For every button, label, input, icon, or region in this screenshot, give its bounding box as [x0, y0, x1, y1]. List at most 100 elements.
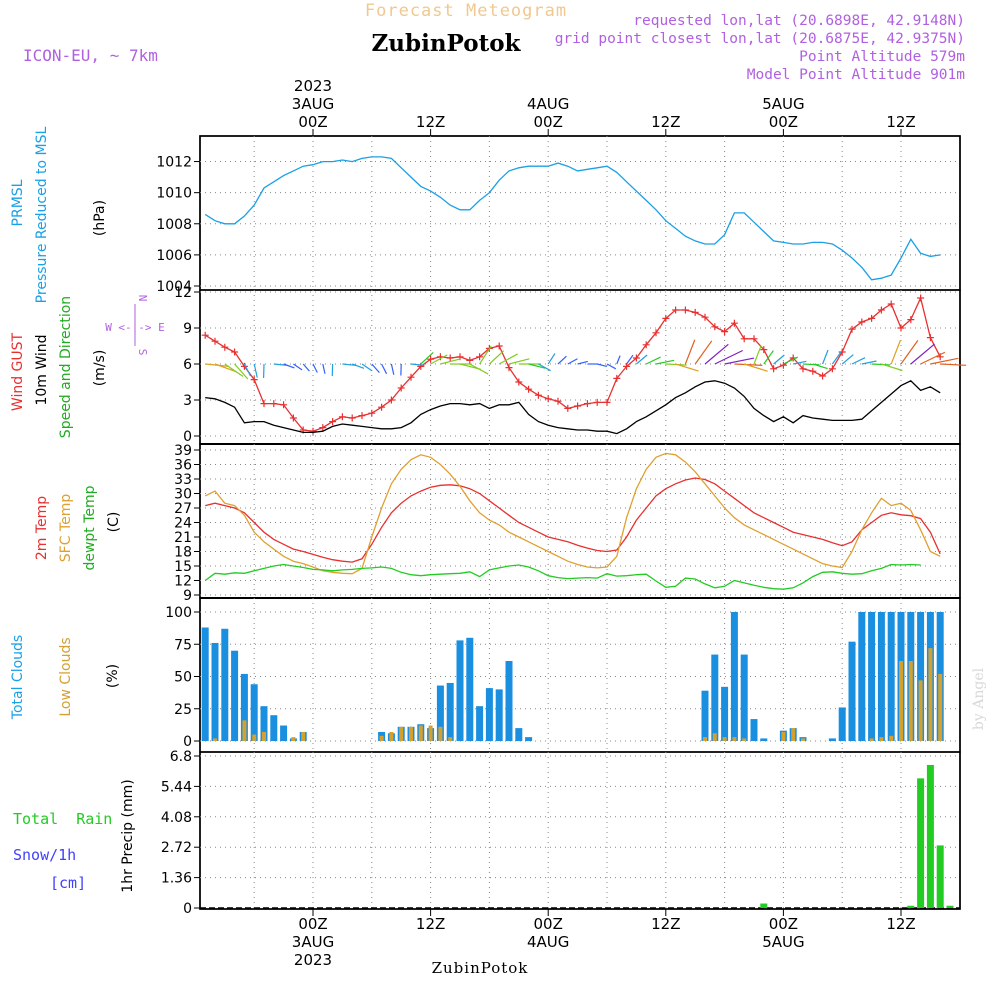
wind-arrow	[626, 354, 634, 365]
wind-arrow	[243, 363, 252, 377]
gust-marker	[887, 300, 895, 308]
gust-marker	[534, 391, 542, 399]
gust-marker	[270, 400, 278, 408]
series-line-wind-gust	[204, 296, 941, 432]
gust-marker	[515, 378, 523, 386]
total-cloud-bar	[525, 737, 533, 741]
total-cloud-bar	[446, 682, 454, 741]
wind-arrow	[930, 357, 959, 365]
gust-marker	[201, 331, 209, 339]
total-cloud-bar	[887, 612, 895, 741]
y-tick-label: 0	[183, 429, 192, 445]
y-tick-label: 5.44	[161, 779, 192, 795]
series-line-sfc-temp	[204, 452, 941, 575]
y-tick-label: 18	[174, 545, 192, 561]
total-cloud-bar	[750, 719, 758, 741]
gust-marker	[309, 427, 317, 435]
wind-arrow	[557, 355, 567, 365]
wind-arrow	[753, 345, 762, 365]
gust-marker	[525, 385, 533, 393]
gust-marker	[466, 356, 474, 364]
gust-marker	[348, 414, 356, 422]
rain-bar	[917, 778, 925, 908]
wind-arrow	[812, 363, 828, 370]
total-cloud-bar	[711, 654, 719, 741]
gust-marker	[564, 404, 572, 412]
gust-marker	[476, 353, 484, 361]
low-cloud-bar	[889, 735, 894, 741]
precip-unit: 1hr Precip (mm)	[120, 779, 136, 892]
x-tick-label-top: 00Z	[769, 113, 798, 131]
low-cloud-bar	[262, 731, 266, 741]
wind-arrow	[920, 351, 946, 365]
low-clouds-label: Low Clouds	[58, 637, 74, 716]
gust-marker	[740, 335, 748, 343]
y-tick-label: 100	[165, 605, 192, 621]
y-tick-label: 50	[174, 670, 192, 686]
gust-marker	[691, 308, 699, 316]
series-line-10m-wind	[205, 380, 941, 435]
y-tick-label: 1.36	[161, 871, 192, 887]
x-tick-label-top: 12Z	[651, 113, 680, 131]
y-tick-label: 4.08	[161, 810, 192, 826]
gust-marker	[672, 306, 680, 314]
gust-marker	[868, 314, 876, 322]
temp-unit: (C)	[106, 512, 122, 533]
wind-arrow	[283, 363, 295, 369]
grid-point-coords: grid point closest lon,lat (20.6875E, 42…	[555, 31, 965, 47]
wind-arrow	[312, 363, 318, 373]
low-cloud-bar	[418, 725, 423, 741]
series-line-2m-temp	[205, 477, 941, 563]
wind-arrow	[744, 363, 768, 372]
total-cloud-bar	[485, 688, 493, 741]
total-cloud-bar	[201, 627, 209, 741]
wind-arrow	[224, 363, 244, 377]
total-cloud-bar	[436, 685, 444, 741]
y-tick-label: 1010	[156, 186, 192, 202]
gust-marker	[387, 396, 395, 404]
gust-marker	[701, 313, 709, 321]
gust-marker	[319, 424, 327, 432]
gust-marker	[378, 403, 386, 411]
wind-arrow	[420, 351, 434, 365]
supertitle: Forecast Meteogram	[365, 1, 567, 21]
wind-arrow	[361, 363, 373, 372]
low-cloud-bar	[428, 725, 433, 741]
x-tick-label-bottom: 5AUG	[762, 933, 804, 951]
wind-arrow	[616, 355, 621, 365]
wind-arrow	[547, 353, 556, 365]
total-cloud-bar	[701, 690, 709, 741]
gust-marker	[446, 354, 454, 362]
series-line-dewpt-temp	[204, 563, 921, 590]
panel-frame-temp	[199, 443, 961, 599]
low-cloud-bar	[879, 737, 884, 741]
total-cloud-bar	[231, 650, 239, 741]
y-tick-label: 1004	[156, 279, 192, 295]
x-tick-label-bottom: 4AUG	[527, 933, 569, 951]
y-tick-label: 9	[183, 588, 192, 604]
gust-marker	[495, 342, 503, 350]
y-tick-label: 1006	[156, 248, 192, 264]
gust-marker	[652, 329, 660, 337]
wind-arrow	[577, 360, 588, 365]
x-tick-label-bottom: 3AUG	[292, 933, 334, 951]
wind-arrow	[508, 358, 530, 365]
wind-arrow	[322, 363, 326, 374]
wind-arrow	[342, 363, 356, 366]
wind-arrow	[831, 351, 842, 365]
y-tick-label: 24	[174, 516, 192, 532]
y-tick-label: 1012	[156, 155, 192, 171]
gust-marker	[907, 316, 915, 324]
rain-bar	[907, 905, 915, 908]
axis-labels: 1004100610081010101203691291215182124273…	[156, 77, 915, 969]
y-tick-label: 9	[183, 321, 192, 337]
total-cloud-bar	[760, 738, 768, 741]
y-tick-label: 0	[183, 734, 192, 750]
gust-marker	[554, 397, 562, 405]
wind-arrow	[851, 357, 866, 365]
wind-arrow	[881, 363, 903, 372]
wind-arrow	[684, 339, 696, 365]
gust-marker	[250, 376, 258, 384]
wind-arrow	[498, 353, 518, 365]
x-tick-label-bottom: 2023	[294, 951, 332, 969]
